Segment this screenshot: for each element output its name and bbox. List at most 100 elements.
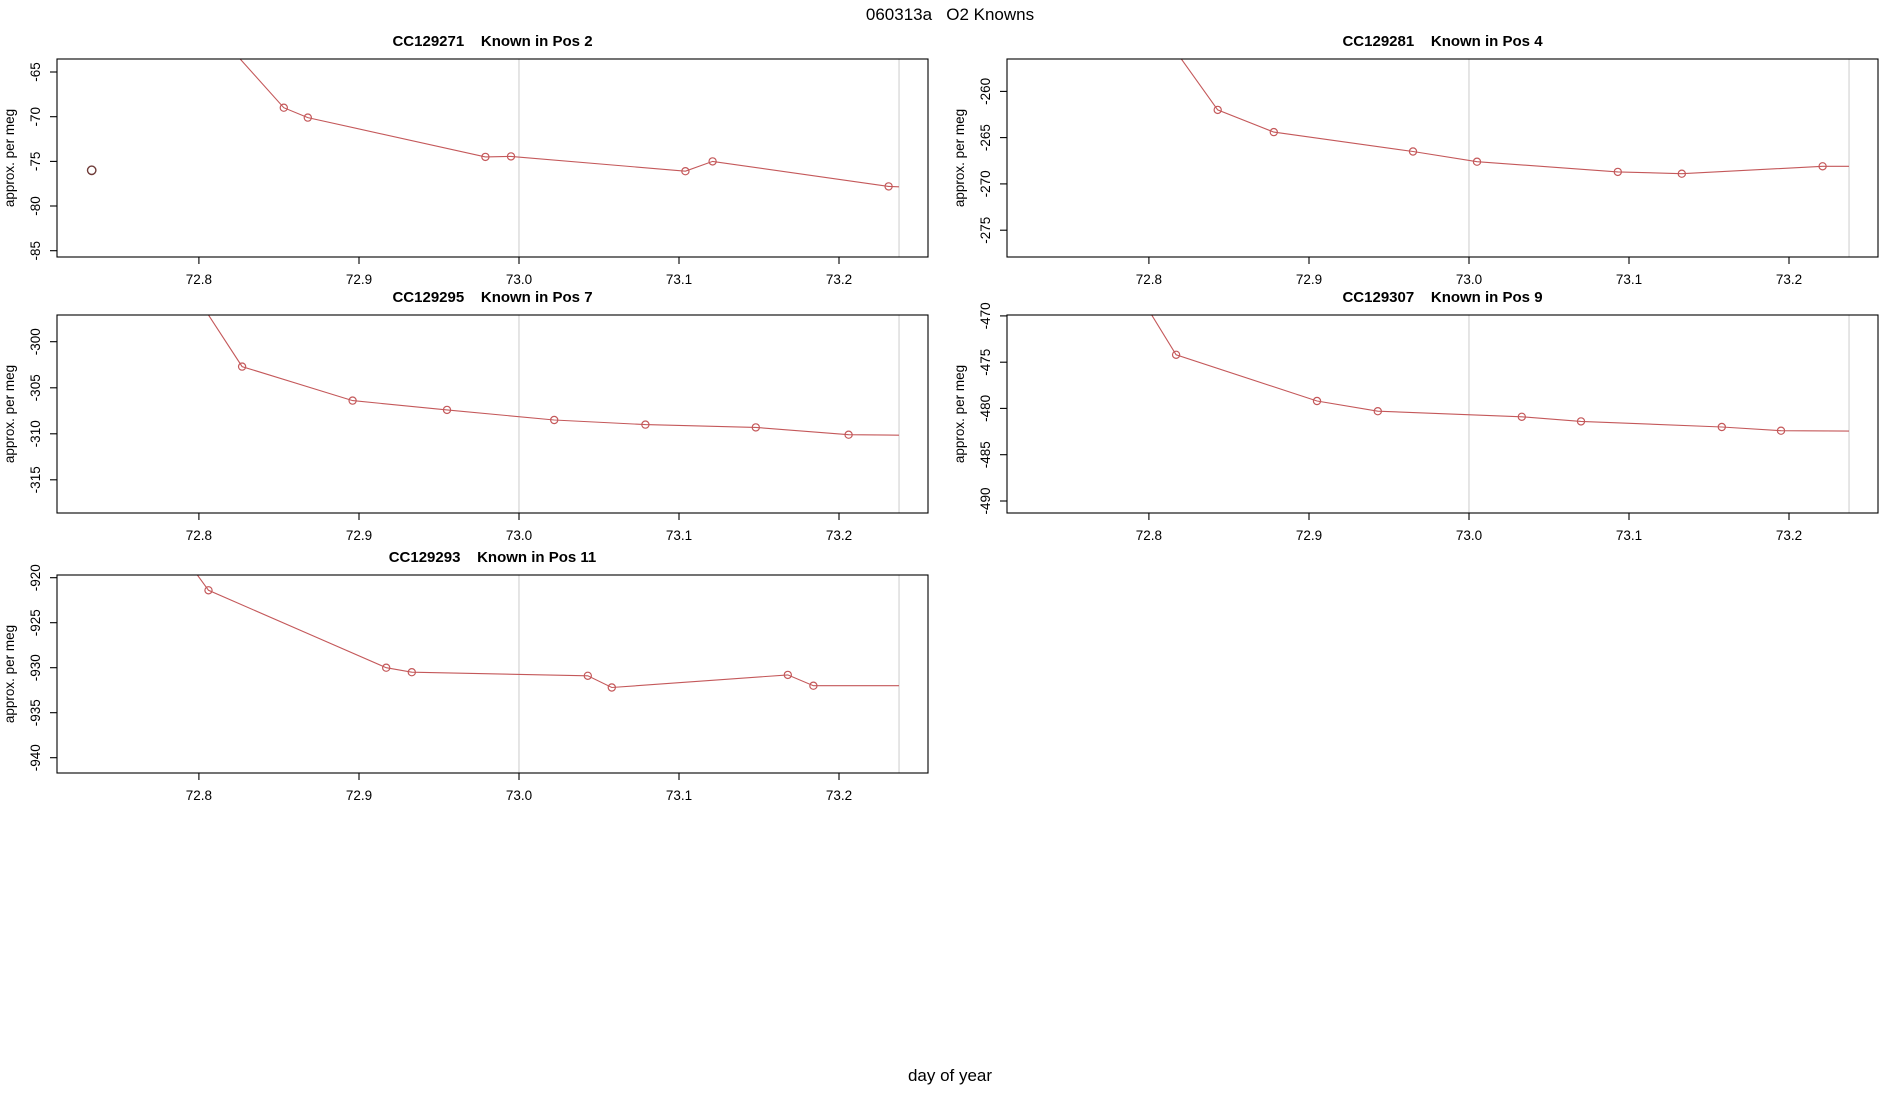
y-tick-label: -935	[28, 699, 43, 726]
data-point-marker	[751, 423, 761, 432]
data-point-marker	[681, 166, 690, 176]
data-point-marker	[641, 420, 650, 429]
data-point-marker	[1717, 422, 1727, 432]
data-point-marker	[607, 683, 617, 692]
x-tick-label: 72.8	[186, 788, 212, 803]
x-tick-label: 73.1	[666, 272, 692, 287]
y-tick-label: -275	[978, 217, 993, 244]
y-tick-label: -920	[28, 564, 43, 591]
data-point-marker	[204, 586, 213, 595]
x-tick-label: 72.9	[1296, 528, 1322, 543]
chart-panel-5: 72.8 72.9 73.0 73.1 73.2 -940 -935 -930 -925 -920…	[0, 546, 950, 806]
y-tick-label: -470	[978, 302, 993, 329]
y-tick-label: -475	[978, 349, 993, 376]
x-tick-label: 73.0	[1456, 272, 1482, 287]
data-point-marker	[708, 157, 717, 166]
chart-svg: 72.8 72.9 73.0 73.1 73.2 -490 -485 -480 -475 -470…	[952, 289, 1879, 543]
data-point-marker	[1373, 406, 1382, 416]
chart-panel-4: 72.8 72.9 73.0 73.1 73.2 -490 -485 -480 -475 -470…	[950, 286, 1900, 546]
plot-box	[56, 58, 929, 258]
y-tick-label: -85	[28, 241, 43, 261]
chart-svg: 72.8 72.9 73.0 73.1 73.2 -85 -80 -75 -70 -65 CC129…	[2, 33, 929, 287]
x-tick-label: 73.0	[506, 272, 532, 287]
plot-box	[1006, 58, 1879, 258]
x-tick-label: 72.9	[346, 788, 372, 803]
series-line	[1180, 59, 1849, 175]
y-tick-label: -270	[978, 170, 993, 197]
series-group	[1180, 59, 1849, 178]
y-tick-label: -75	[28, 152, 43, 172]
x-tick-label: 72.9	[1296, 272, 1322, 287]
y-tick-label: -315	[28, 466, 43, 493]
x-tick-label: 72.9	[346, 272, 372, 287]
x-tick-label: 72.9	[346, 528, 372, 543]
x-tick-label: 73.2	[826, 272, 852, 287]
data-point-marker	[237, 362, 247, 371]
data-point-marker	[348, 396, 357, 405]
data-point-marker	[481, 152, 490, 162]
data-point-marker	[442, 405, 452, 415]
x-tick-label: 72.8	[1136, 272, 1162, 287]
data-point-marker	[884, 182, 893, 191]
chart-title: CC129281 Known in Pos 4	[1342, 33, 1543, 50]
data-point-marker	[382, 663, 391, 672]
x-tick-label: 72.8	[186, 272, 212, 287]
data-point-marker	[1818, 162, 1827, 171]
y-tick-label: -80	[28, 196, 43, 216]
outer-x-axis-label: day of year	[907, 1066, 993, 1085]
plot-box	[56, 314, 929, 514]
series-group	[1151, 315, 1850, 435]
x-tick-label: 72.8	[1136, 528, 1162, 543]
y-tick-label: -265	[978, 124, 993, 151]
data-point-marker	[303, 113, 312, 122]
y-tick-label: -940	[28, 744, 43, 771]
y-tick-label: -65	[28, 62, 43, 82]
data-point-marker	[1517, 412, 1527, 422]
data-point-marker	[506, 152, 516, 161]
chart-panel-1: 72.8 72.9 73.0 73.1 73.2 -85 -80 -75 -70 -65 CC129…	[0, 30, 950, 290]
outlier-marker	[86, 165, 97, 176]
chart-panel-3: 72.8 72.9 73.0 73.1 73.2 -315 -310 -305 -300 CC12…	[0, 286, 950, 546]
series-group	[207, 315, 900, 439]
chart-title: CC129307 Known in Pos 9	[1342, 289, 1542, 306]
plot-box	[1006, 314, 1879, 514]
data-point-marker	[407, 667, 416, 677]
chart-svg: 72.8 72.9 73.0 73.1 73.2 -275 -270 -265 -260 CC12…	[952, 33, 1879, 287]
y-tick-label: -480	[978, 395, 993, 422]
y-tick-label: -485	[978, 441, 993, 468]
plot-box	[56, 574, 929, 774]
data-point-marker	[1171, 350, 1181, 360]
chart-title: CC129293 Known in Pos 11	[389, 549, 597, 566]
series-line	[239, 59, 900, 188]
y-tick-label: -70	[28, 107, 43, 127]
y-tick-label: -930	[28, 654, 43, 681]
data-point-marker	[1576, 417, 1586, 426]
y-axis-label: approx. per meg	[2, 109, 17, 207]
y-tick-label: -260	[978, 78, 993, 105]
data-point-marker	[844, 430, 853, 439]
series-line	[196, 575, 899, 689]
data-point-marker	[783, 670, 793, 680]
chart-title: CC129271 Known in Pos 2	[392, 33, 592, 50]
data-point-marker	[279, 103, 288, 112]
series-group	[86, 59, 900, 191]
chart-panel-2: 72.8 72.9 73.0 73.1 73.2 -275 -270 -265 -260 CC12…	[950, 30, 1900, 290]
series-line	[1151, 315, 1850, 432]
y-axis-label: approx. per meg	[2, 625, 17, 723]
x-tick-label: 73.2	[1776, 528, 1802, 543]
data-point-marker	[1213, 105, 1222, 115]
y-axis-label: approx. per meg	[952, 109, 967, 207]
series-group	[196, 575, 899, 692]
x-tick-label: 73.1	[1616, 528, 1642, 543]
data-point-marker	[809, 681, 818, 690]
y-tick-label: -305	[28, 374, 43, 401]
data-point-marker	[1776, 426, 1786, 435]
y-tick-label: -310	[28, 420, 43, 447]
x-tick-label: 72.8	[186, 528, 212, 543]
chart-svg: 72.8 72.9 73.0 73.1 73.2 -315 -310 -305 -300 CC12…	[2, 289, 929, 543]
chart-svg: 72.8 72.9 73.0 73.1 73.2 -940 -935 -930 -925 -920…	[2, 549, 929, 803]
data-point-marker	[1613, 167, 1623, 177]
data-point-marker	[550, 415, 559, 425]
x-tick-label: 73.1	[666, 528, 692, 543]
